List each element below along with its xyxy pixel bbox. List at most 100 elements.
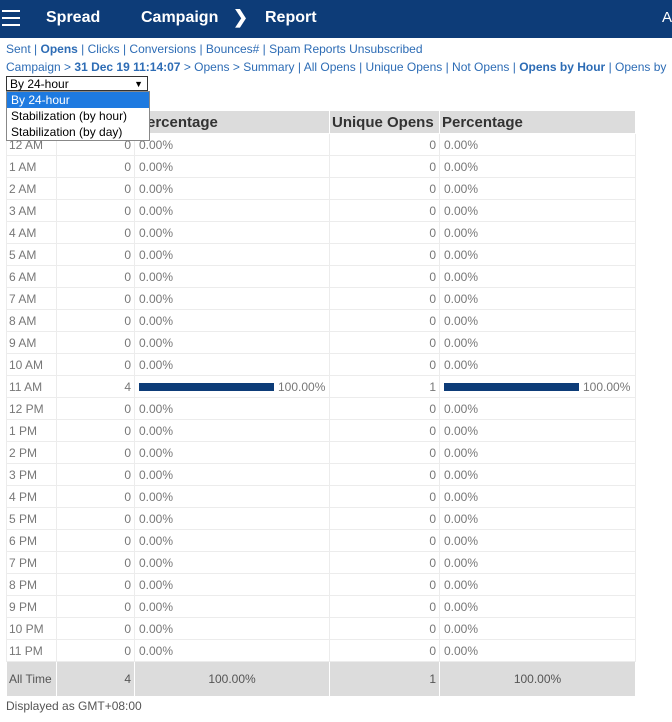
unique-opens-cell: 0 [329,573,440,596]
unique-opens-cell: 0 [329,243,440,266]
percentage-cell: 0.00% [134,199,330,222]
unique-percentage-cell: 0.00% [439,287,636,310]
percentage-cell: 0.00% [134,617,330,640]
opens-cell: 0 [56,573,135,596]
link-all-opens[interactable]: All Opens [303,60,356,74]
page-title: Report [265,9,317,26]
nav-sent[interactable]: Sent [6,42,31,56]
percentage-value: 0.00% [444,357,479,372]
brand-title[interactable]: Spread [46,9,101,26]
table-row: 8 AM 0 0.00% 0 0.00% [6,309,636,332]
percentage-cell: 0.00% [134,463,330,486]
opens-cell: 0 [56,353,135,376]
unique-percentage-cell: 0.00% [439,463,636,486]
opens-cell: 0 [56,617,135,640]
opens-cell: 0 [56,595,135,618]
hour-cell: 10 AM [6,353,57,376]
percentage-cell: 0.00% [134,485,330,508]
percentage-value: 0.00% [139,599,174,614]
unique-percentage-cell: 0.00% [439,155,636,178]
account-initial[interactable]: A [662,9,672,26]
percentage-value: 0.00% [139,159,174,174]
opens-cell: 0 [56,265,135,288]
unique-percentage-cell: 0.00% [439,507,636,530]
table-row: 10 PM 0 0.00% 0 0.00% [6,617,636,640]
view-select[interactable]: By 24-hour ▼ [6,76,148,91]
hour-cell: 8 PM [6,573,57,596]
percentage-cell: 0.00% [134,177,330,200]
opens-cell: 0 [56,551,135,574]
percentage-value: 0.00% [139,225,174,240]
percentage-cell: 0.00% [134,441,330,464]
table-row: 1 AM 0 0.00% 0 0.00% [6,155,636,178]
table-row: 4 PM 0 0.00% 0 0.00% [6,485,636,508]
crumb-campaign[interactable]: Campaign [6,60,61,74]
opens-cell: 0 [56,507,135,530]
unique-opens-cell: 0 [329,507,440,530]
hour-cell: 6 PM [6,529,57,552]
unique-percentage-cell: 0.00% [439,573,636,596]
unique-percentage-cell: 0.00% [439,551,636,574]
opens-cell: 0 [56,331,135,354]
hour-cell: 9 PM [6,595,57,618]
table-row: 12 AM 0 0.00% 0 0.00% [6,133,636,156]
opens-cell: 0 [56,419,135,442]
table-row: 3 AM 0 0.00% 0 0.00% [6,199,636,222]
percentage-value: 0.00% [139,335,174,350]
percentage-value: 0.00% [444,643,479,658]
link-opens-by-hour[interactable]: Opens by Hour [519,60,606,74]
nav-bounces[interactable]: Bounces# [205,42,260,56]
total-unique-opens: 1 [329,661,440,697]
percentage-value: 0.00% [444,599,479,614]
menu-icon[interactable] [2,10,20,26]
unique-percentage-cell: 0.00% [439,353,636,376]
percentage-cell: 0.00% [134,133,330,156]
option-stabilization-by-hour[interactable]: Stabilization (by hour) [11,109,128,123]
percentage-value: 0.00% [139,643,174,658]
nav-conversions[interactable]: Conversions [129,42,197,56]
crumb-date[interactable]: 31 Dec 19 11:14:07 [74,60,181,74]
table-row: 10 AM 0 0.00% 0 0.00% [6,353,636,376]
view-select-options: By 24-hour Stabilization (by hour) Stabi… [6,91,150,141]
option-stabilization-by-day[interactable]: Stabilization (by day) [11,125,123,139]
breadcrumb-campaign[interactable]: Campaign [141,9,219,26]
nav-clicks[interactable]: Clicks [87,42,120,56]
link-unique-opens[interactable]: Unique Opens [365,60,443,74]
percentage-value: 0.00% [139,203,174,218]
header-percentage[interactable]: Percentage [134,110,330,134]
hour-cell: 4 AM [6,221,57,244]
opens-cell: 0 [56,155,135,178]
crumb-opens[interactable]: Opens [194,60,230,74]
nav-opens[interactable]: Opens [40,42,78,56]
table-row: 12 PM 0 0.00% 0 0.00% [6,397,636,420]
hour-cell: 1 PM [6,419,57,442]
hour-cell: 10 PM [6,617,57,640]
table-row: 2 PM 0 0.00% 0 0.00% [6,441,636,464]
percentage-cell: 0.00% [134,221,330,244]
view-select-value: By 24-hour [10,77,69,91]
header-unique-opens[interactable]: Unique Opens [329,110,440,134]
hour-cell: 7 AM [6,287,57,310]
percentage-cell: 100.00% [134,375,330,398]
unique-opens-cell: 0 [329,265,440,288]
header-unique-percentage[interactable]: Percentage [439,110,636,134]
crumb-summary[interactable]: Summary [243,60,295,74]
percentage-value: 0.00% [139,137,174,152]
percentage-value: 0.00% [139,269,174,284]
nav-spam-reports[interactable]: Spam Reports [269,42,346,56]
opens-cell: 0 [56,243,135,266]
unique-opens-cell: 0 [329,595,440,618]
unique-percentage-cell: 0.00% [439,595,636,618]
percentage-value: 0.00% [444,621,479,636]
percentage-value: 0.00% [139,401,174,416]
opens-cell: 0 [56,485,135,508]
hour-cell: 3 AM [6,199,57,222]
nav-unsubscribed[interactable]: Unsubscribed [349,42,423,56]
percentage-cell: 0.00% [134,419,330,442]
link-opens-by[interactable]: Opens by [615,60,667,74]
unique-opens-cell: 0 [329,551,440,574]
unique-percentage-cell: 0.00% [439,529,636,552]
option-by-24-hour[interactable]: By 24-hour [7,92,149,108]
table-row: 1 PM 0 0.00% 0 0.00% [6,419,636,442]
link-not-opens[interactable]: Not Opens [452,60,510,74]
